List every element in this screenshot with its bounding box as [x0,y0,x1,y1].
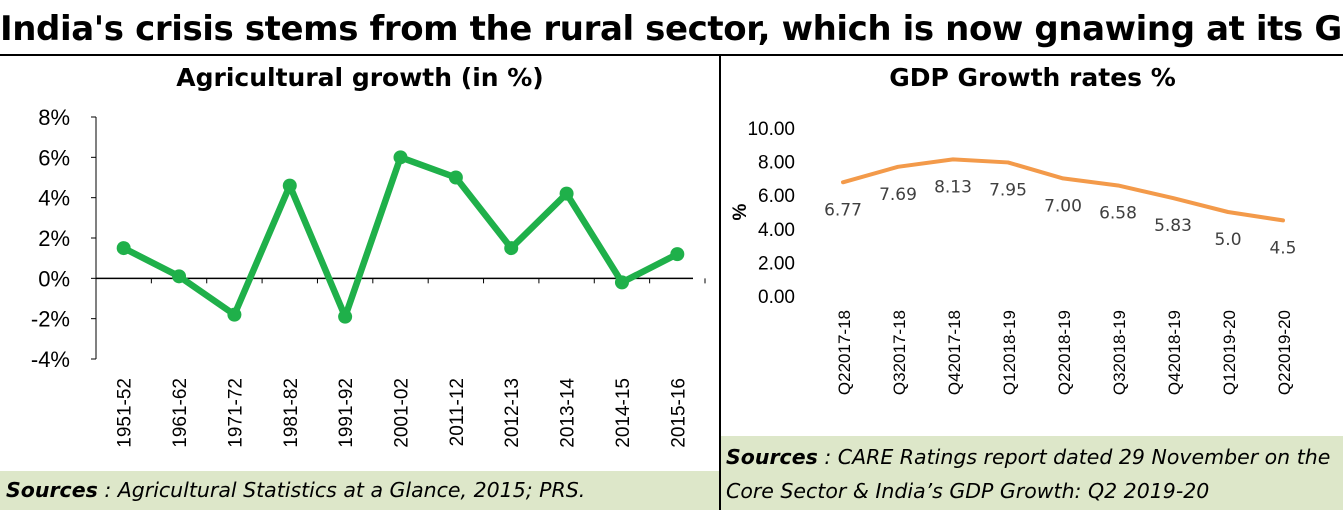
agri-x-tick-label: 2015-16 [668,378,689,448]
agri-data-point [614,275,629,290]
gdp-data-label: 6.77 [824,200,862,220]
gdp-x-tick-label: Q32017-18 [890,310,909,395]
agri-y-tick-label: 4% [38,186,70,211]
agri-data-point [448,170,463,185]
agri-y-tick-label: 6% [38,145,70,170]
agri-y-tick-label: 0% [38,266,70,291]
gdp-y-axis-label: % [730,203,751,220]
gdp-y-tick-label: 2.00 [758,253,795,274]
gdp-x-tick-label: Q42018-19 [1165,310,1184,395]
agri-x-tick-label: 2012-13 [502,378,523,448]
gdp-data-label: 7.95 [989,180,1027,200]
gdp-x-tick-label: Q12019-20 [1220,310,1239,395]
gdp-source-key: Sources [726,445,818,469]
gdp-y-tick-label: 8.00 [758,153,795,174]
gdp-data-label: 5.0 [1214,230,1241,250]
main-title: India's crisis stems from the rural sect… [0,0,1343,56]
gdp-data-label: 8.13 [934,177,972,197]
agri-data-point [282,178,297,193]
agri-x-tick-label: 2001-02 [392,378,413,448]
gdp-x-tick-label: Q42017-18 [945,310,964,395]
agri-y-tick-label: 8% [38,105,70,130]
gdp-data-label: 4.5 [1269,238,1296,258]
gdp-source-note: Sources : CARE Ratings report dated 29 N… [721,436,1343,510]
gdp-data-label: 7.00 [1044,196,1082,216]
gdp-y-tick-label: 4.00 [758,220,795,241]
gdp-y-tick-label: 0.00 [758,287,795,308]
agri-data-point [338,309,353,324]
panel-divider [719,56,721,510]
agri-data-point [504,241,519,256]
agri-source-text: : Agricultural Statistics at a Glance, 2… [97,478,586,502]
agri-x-tick-label: 1961-62 [170,378,191,448]
agri-data-point [670,247,685,262]
agri-y-tick-label: -4% [31,347,70,372]
gdp-source-text: : CARE Ratings report dated 29 November … [726,445,1331,503]
agri-chart-title: Agricultural growth (in %) [176,63,544,92]
agri-x-tick-label: 2013-14 [558,378,579,448]
agri-data-point [559,186,574,201]
gdp-growth-line [841,157,1285,223]
agri-x-tick-label: 1981-82 [281,378,302,448]
agri-x-tick-label: 2011-12 [447,378,468,446]
agri-source-note: Sources : Agricultural Statistics at a G… [0,471,719,510]
gdp-data-label: 6.58 [1099,203,1137,223]
gdp-y-tick-label: 6.00 [758,186,795,207]
gdp-x-tick-label: Q12018-19 [1000,310,1019,395]
gdp-x-tick-label: Q22019-20 [1275,310,1294,395]
agri-y-tick-label: 2% [38,226,70,251]
gdp-x-tick-label: Q32018-19 [1110,310,1129,395]
agri-x-tick-label: 1991-92 [336,378,357,448]
gdp-chart-title: GDP Growth rates % [889,63,1176,92]
agri-data-point [393,150,408,165]
agri-data-point [172,269,187,284]
gdp-y-tick-label: 10.00 [747,119,795,140]
agri-y-tick-label: -2% [31,307,70,332]
gdp-x-tick-label: Q22018-19 [1055,310,1074,395]
agri-x-tick-label: 1951-52 [115,378,136,448]
agri-x-tick-label: 2014-15 [613,378,634,448]
gdp-x-tick-label: Q22017-18 [835,310,854,395]
gdp-data-label: 5.83 [1154,216,1192,236]
gdp-data-label: 7.69 [879,185,917,205]
agri-data-point [227,307,242,322]
agri-data-point [116,241,131,256]
agri-x-tick-label: 1971-72 [225,378,246,448]
agri-source-key: Sources [6,478,98,502]
agri-growth-line [120,154,681,320]
